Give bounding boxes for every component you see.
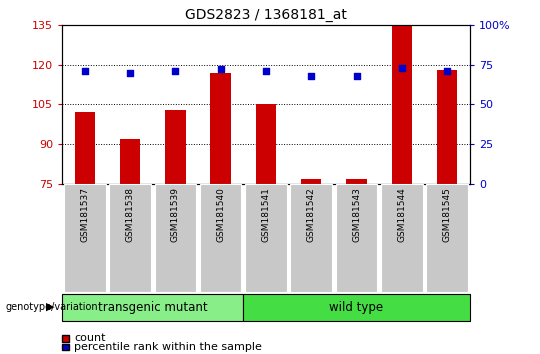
Text: GSM181543: GSM181543 <box>352 187 361 242</box>
Point <box>80 68 89 74</box>
Bar <box>437 70 457 184</box>
Bar <box>301 179 321 184</box>
Point <box>217 67 225 72</box>
Text: GSM181538: GSM181538 <box>126 187 134 242</box>
Text: count: count <box>74 333 105 343</box>
Bar <box>336 184 377 292</box>
Point <box>261 68 270 74</box>
Bar <box>120 139 140 184</box>
Bar <box>62 293 244 321</box>
Bar <box>381 184 423 292</box>
Bar <box>291 184 332 292</box>
Point <box>443 68 451 74</box>
Bar <box>245 184 287 292</box>
Text: GSM181545: GSM181545 <box>443 187 451 242</box>
Text: GSM181544: GSM181544 <box>397 187 406 242</box>
Bar <box>211 73 231 184</box>
Bar <box>392 25 412 184</box>
Text: transgenic mutant: transgenic mutant <box>98 301 207 314</box>
Text: GSM181539: GSM181539 <box>171 187 180 242</box>
Bar <box>64 184 106 292</box>
Title: GDS2823 / 1368181_at: GDS2823 / 1368181_at <box>185 8 347 22</box>
Bar <box>200 184 241 292</box>
Point <box>397 65 406 70</box>
Bar <box>154 184 196 292</box>
Point <box>126 70 134 75</box>
Bar <box>75 113 95 184</box>
Text: genotype/variation: genotype/variation <box>5 302 98 312</box>
Bar <box>109 184 151 292</box>
Bar <box>256 104 276 184</box>
Bar <box>165 110 186 184</box>
Bar <box>346 179 367 184</box>
Text: GSM181542: GSM181542 <box>307 187 316 242</box>
Text: GSM181541: GSM181541 <box>261 187 271 242</box>
Point <box>307 73 315 79</box>
Point <box>171 68 180 74</box>
Text: GSM181537: GSM181537 <box>80 187 89 242</box>
Text: GSM181540: GSM181540 <box>216 187 225 242</box>
Text: wild type: wild type <box>329 301 383 314</box>
Point <box>352 73 361 79</box>
Text: percentile rank within the sample: percentile rank within the sample <box>74 342 262 352</box>
Text: ▶: ▶ <box>45 302 54 312</box>
Bar <box>244 293 470 321</box>
Bar <box>426 184 468 292</box>
